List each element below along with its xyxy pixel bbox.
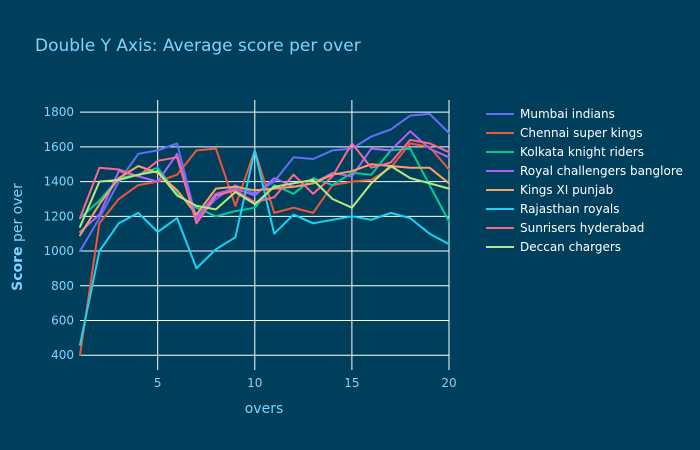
y-tick-label: 800: [51, 279, 74, 293]
legend-item[interactable]: Sunrisers hyderabad: [486, 221, 644, 235]
legend-label: Sunrisers hyderabad: [520, 221, 644, 235]
x-tick-label: 20: [441, 376, 456, 390]
legend-label: Kolkata knight riders: [520, 145, 644, 159]
legend-item[interactable]: Mumbai indians: [486, 107, 615, 121]
y-tick-label: 1800: [43, 105, 74, 119]
legend-item[interactable]: Chennai super kings: [486, 126, 642, 140]
legend-item[interactable]: Royal challengers banglore: [486, 164, 683, 178]
y-tick-label: 1200: [43, 209, 74, 223]
legend-label: Chennai super kings: [520, 126, 642, 140]
gridlines: [80, 100, 450, 370]
legend-label: Royal challengers banglore: [520, 164, 683, 178]
legend-label: Mumbai indians: [520, 107, 615, 121]
x-tick-label: 10: [247, 376, 262, 390]
legend-label: Rajasthan royals: [520, 202, 620, 216]
y-axis-ticks: 400 600 800 1000 1200 1400 1600 1800: [43, 105, 74, 362]
x-axis-title: overs: [245, 401, 284, 417]
y-tick-label: 400: [51, 348, 74, 362]
y-axis-title-bold: Score: [10, 246, 26, 290]
x-tick-label: 5: [154, 376, 162, 390]
legend-item[interactable]: Rajasthan royals: [486, 202, 620, 216]
y-axis-title: Score per over: [10, 183, 26, 291]
chart-title: Double Y Axis: Average score per over: [35, 36, 361, 56]
series-line-royal-challengers-banglore: [79, 130, 450, 233]
legend: Mumbai indians Chennai super kings Kolkata…: [486, 107, 683, 254]
x-axis-ticks: 5 10 15 20: [154, 376, 457, 390]
x-tick-label: 15: [344, 376, 359, 390]
y-tick-label: 1600: [43, 140, 74, 154]
legend-item[interactable]: Kolkata knight riders: [486, 145, 644, 159]
legend-label: Kings XI punjab: [520, 183, 613, 197]
y-axis-title-rest: per over: [10, 183, 26, 247]
series-line-deccan-chargers: [79, 165, 450, 228]
y-tick-label: 600: [51, 314, 74, 328]
y-tick-label: 1000: [43, 244, 74, 258]
y-tick-label: 1400: [43, 175, 74, 189]
series-line-rajasthan-royals: [79, 149, 450, 346]
legend-item[interactable]: Deccan chargers: [486, 240, 621, 254]
series-lines: [79, 112, 450, 357]
legend-item[interactable]: Kings XI punjab: [486, 183, 613, 197]
legend-label: Deccan chargers: [520, 240, 621, 254]
